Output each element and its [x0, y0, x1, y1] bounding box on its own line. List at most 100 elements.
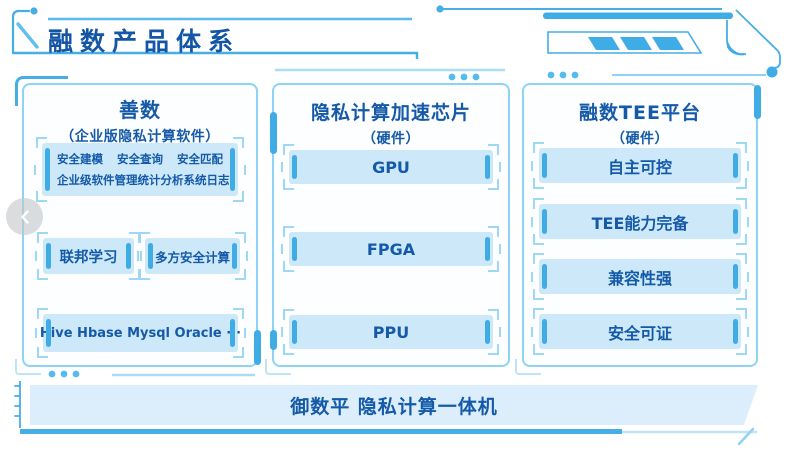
bracket-mark	[37, 232, 48, 243]
bracket-mark	[533, 289, 544, 300]
bracket-mark	[283, 309, 294, 320]
bracket-mark	[488, 344, 499, 355]
chip-autonomous-controllable: 自主可控	[531, 142, 749, 189]
chip-fpga: FPGA	[281, 226, 501, 272]
bracket-mark	[246, 251, 248, 261]
bracket-mark	[736, 308, 747, 319]
corner-accent	[15, 359, 41, 375]
bracket-mark	[140, 251, 142, 261]
dot-accent	[30, 7, 38, 15]
bracket-mark	[747, 160, 749, 171]
bracket-mark	[283, 344, 294, 355]
bracket-mark	[235, 269, 246, 280]
panel-title: 融数TEE平台	[579, 102, 701, 124]
panel-shanshu: 善数 （企业版隐私计算软件） 安全建模 安全查询 安全匹配 企业级软件管理 统计…	[15, 76, 261, 375]
bracket-mark	[747, 216, 749, 227]
feature-label: 安全建模	[57, 152, 103, 166]
bracket-mark	[531, 326, 533, 337]
feature-label: 安全查询	[117, 152, 163, 166]
bracket-mark	[747, 271, 749, 282]
dot-accent	[766, 66, 778, 78]
bracket-mark	[139, 232, 150, 243]
bracket-mark	[736, 142, 747, 153]
bracket-mark	[488, 261, 499, 272]
bracket-mark	[283, 226, 294, 237]
bracket-mark	[281, 244, 283, 254]
chip-federated-learning: 联邦学习	[35, 232, 142, 280]
bracket-mark	[533, 234, 544, 245]
bracket-mark	[533, 142, 544, 153]
bracket-mark	[499, 327, 501, 337]
chip-gpu: GPU	[281, 144, 501, 190]
bracket-mark	[35, 328, 37, 338]
bracket-mark	[736, 289, 747, 300]
bracket-mark	[488, 226, 499, 237]
bracket-mark	[533, 178, 544, 189]
title-slash	[16, 22, 39, 49]
edge-accent	[753, 85, 761, 119]
panel-title: 善数	[119, 98, 161, 122]
chip-tee-capability: TEE能力完备	[531, 198, 749, 245]
bracket-mark	[235, 232, 246, 243]
bracket-mark	[283, 144, 294, 155]
chip-security-provable: 安全可证	[531, 308, 749, 355]
bracket-mark	[499, 162, 501, 172]
bracket-mark	[488, 179, 499, 190]
page-title: 融数产品体系	[48, 27, 241, 56]
panel-tee-platform: 融数TEE平台 （硬件） 自主可控 TEE能力完备 兼容性强 安全可证	[515, 83, 761, 375]
bracket-mark	[736, 234, 747, 245]
bracket-mark	[533, 253, 544, 264]
chevron-left-icon	[20, 209, 29, 224]
edge-accent	[269, 330, 277, 350]
corner-accent	[15, 76, 68, 106]
bracket-mark	[736, 344, 747, 355]
bracket-mark	[36, 137, 47, 148]
bracket-mark	[283, 179, 294, 190]
corner-accent	[265, 359, 291, 375]
bracket-mark	[531, 216, 533, 227]
panel-subtitle: （硬件）	[362, 131, 420, 147]
bracket-mark	[233, 191, 244, 202]
edge-accent	[269, 112, 277, 154]
bracket-mark	[488, 144, 499, 155]
footer-label: 御数平 隐私计算一体机	[290, 395, 498, 418]
chip-mpc: 多方安全计算	[137, 232, 248, 280]
carousel-prev-button[interactable]	[6, 198, 43, 235]
bracket-mark	[139, 269, 150, 280]
bracket-mark	[531, 271, 533, 282]
bracket-mark	[283, 261, 294, 272]
panel-subtitle: （企业版隐私计算软件）	[60, 129, 220, 145]
bracket-mark	[37, 308, 48, 319]
bracket-mark	[233, 137, 244, 148]
feature-label: 企业级软件管理	[57, 173, 138, 187]
bracket-mark	[244, 164, 246, 175]
bracket-mark	[747, 326, 749, 337]
footer-banner: 御数平 隐私计算一体机	[30, 385, 758, 425]
bracket-mark	[233, 308, 244, 319]
bracket-mark	[233, 347, 244, 358]
bracket-mark	[281, 327, 283, 337]
bracket-mark	[736, 198, 747, 209]
corner-accent	[515, 359, 541, 375]
bracket-mark	[736, 178, 747, 189]
bracket-mark	[244, 328, 246, 338]
bracket-mark	[37, 347, 48, 358]
bracket-mark	[36, 191, 47, 202]
bracket-mark	[533, 308, 544, 319]
panel-subtitle: （硬件）	[611, 131, 669, 147]
panel-title: 隐私计算加速芯片	[310, 102, 471, 124]
bracket-mark	[37, 269, 48, 280]
feature-label: 系统日志	[183, 173, 230, 187]
bracket-mark	[533, 344, 544, 355]
chip-compatibility: 兼容性强	[531, 253, 749, 300]
panel-accelerator-chips: 隐私计算加速芯片 （硬件） GPU FPGA PPU	[265, 83, 510, 375]
bracket-mark	[736, 253, 747, 264]
bracket-mark	[533, 198, 544, 209]
bracket-mark	[499, 244, 501, 254]
bracket-mark	[488, 309, 499, 320]
bracket-mark	[281, 162, 283, 172]
feature-label: 统计分析	[137, 173, 184, 187]
feature-box: 安全建模 安全查询 安全匹配 企业级软件管理 统计分析 系统日志	[34, 137, 246, 202]
chip-ppu: PPU	[281, 309, 501, 355]
bracket-mark	[34, 164, 36, 175]
